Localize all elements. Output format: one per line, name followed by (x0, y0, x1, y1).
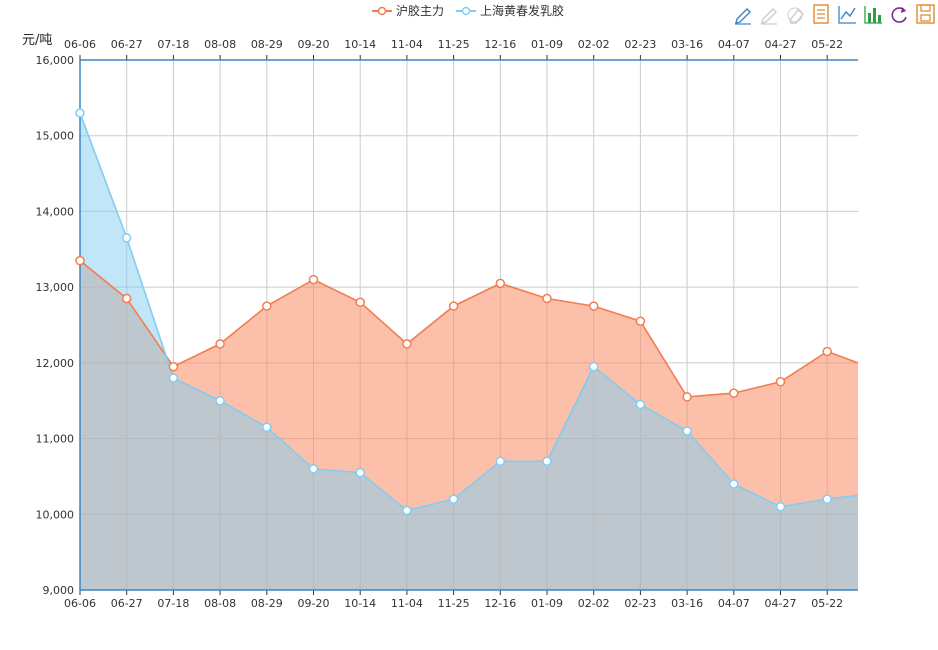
x-tick-label: 02-23 (624, 597, 656, 610)
bar-icon[interactable] (864, 6, 882, 24)
x-tick-label-top: 06-27 (111, 38, 143, 51)
x-tick-label-top: 11-04 (391, 38, 423, 51)
x-tick-label: 08-08 (204, 597, 236, 610)
y-axis-unit: 元/吨 (22, 33, 52, 48)
data-point[interactable] (822, 494, 832, 504)
data-point[interactable] (635, 399, 646, 410)
save-icon[interactable] (916, 4, 935, 24)
x-tick-label-top: 01-09 (531, 38, 563, 51)
x-tick-label-top: 02-02 (578, 38, 610, 51)
data-point[interactable] (168, 373, 179, 383)
legend-item-1[interactable]: 上海黄春发乳胶 (456, 3, 564, 18)
y-tick-label: 9,000 (43, 584, 75, 597)
data-point[interactable] (402, 505, 412, 516)
x-tick-label-top: 03-16 (671, 38, 703, 51)
mark-undo-icon[interactable] (761, 8, 777, 25)
data-point[interactable] (402, 339, 412, 349)
series-line-1 (79, 112, 859, 512)
data-point[interactable] (75, 108, 85, 118)
data-point[interactable] (355, 297, 365, 308)
y-tick-label: 13,000 (36, 281, 75, 294)
x-tick-label-top: 08-08 (204, 38, 236, 51)
data-point[interactable] (542, 293, 552, 304)
data-point[interactable] (542, 456, 552, 467)
data-point[interactable] (121, 233, 132, 243)
x-tick-label-top: 02-23 (624, 38, 656, 51)
x-tick-label: 10-14 (344, 597, 376, 610)
data-point[interactable] (775, 501, 786, 512)
toolbox (735, 4, 935, 25)
data-view-icon[interactable] (813, 4, 829, 24)
data-point[interactable] (682, 426, 692, 436)
x-tick-label: 11-04 (391, 597, 423, 610)
x-tick-label-top: 09-20 (298, 38, 330, 51)
x-tick-label: 01-09 (531, 597, 563, 610)
x-tick-label: 06-27 (111, 597, 143, 610)
x-tick-label-top: 11-25 (438, 38, 470, 51)
x-tick-label-top: 04-27 (765, 38, 797, 51)
series-lines (79, 112, 859, 512)
data-point[interactable] (495, 278, 506, 289)
data-point[interactable] (729, 479, 739, 489)
data-point[interactable] (822, 346, 832, 357)
x-tick-label-top: 08-29 (251, 38, 283, 51)
x-tick-label: 12-16 (484, 597, 516, 610)
data-point[interactable] (308, 274, 319, 285)
series-line-0 (79, 259, 859, 398)
legend-item-0[interactable]: 沪胶主力 (372, 3, 444, 18)
legend: 沪胶主力 上海黄春发乳胶 (372, 3, 564, 18)
y-tick-label: 11,000 (36, 433, 75, 446)
data-point[interactable] (355, 467, 365, 478)
y-tick-label: 12,000 (36, 357, 75, 370)
series-points (75, 108, 832, 516)
x-tick-label-top: 04-07 (718, 38, 750, 51)
legend-label-0: 沪胶主力 (396, 3, 444, 18)
x-tick-label-top: 06-06 (64, 38, 96, 51)
x-tick-label: 06-06 (64, 597, 96, 610)
data-point[interactable] (588, 361, 599, 372)
data-point[interactable] (121, 293, 132, 304)
restore-icon[interactable] (891, 7, 907, 23)
data-point[interactable] (635, 316, 646, 326)
data-point[interactable] (448, 301, 459, 311)
data-point[interactable] (75, 255, 85, 266)
x-tick-label: 05-22 (811, 597, 843, 610)
mark-pen-icon[interactable] (735, 8, 751, 25)
x-tick-label: 08-29 (251, 597, 283, 610)
data-point[interactable] (775, 377, 786, 387)
series-areas (80, 113, 858, 590)
data-point[interactable] (262, 422, 272, 432)
line-icon[interactable] (838, 6, 856, 24)
x-tick-label: 04-07 (718, 597, 750, 610)
data-point[interactable] (448, 494, 459, 504)
x-tick-label: 11-25 (438, 597, 470, 610)
x-tick-label-top: 07-18 (157, 38, 189, 51)
x-tick-label: 03-16 (671, 597, 703, 610)
legend-label-1: 上海黄春发乳胶 (480, 3, 564, 18)
y-tick-label: 10,000 (36, 508, 75, 521)
data-point[interactable] (262, 301, 272, 311)
x-tick-label: 09-20 (298, 597, 330, 610)
y-tick-label: 16,000 (36, 54, 75, 67)
data-point[interactable] (588, 301, 599, 311)
x-tick-label: 07-18 (157, 597, 189, 610)
x-tick-label: 04-27 (765, 597, 797, 610)
series-area-1 (80, 113, 858, 590)
data-point[interactable] (308, 464, 319, 474)
y-tick-label: 14,000 (36, 205, 75, 218)
data-point[interactable] (215, 395, 225, 406)
data-point[interactable] (215, 339, 225, 349)
x-tick-label-top: 10-14 (344, 38, 376, 51)
x-tick-label-top: 05-22 (811, 38, 843, 51)
axes: 9,000 10,000 11,000 12,000 13,000 14,000 15,00… (36, 38, 858, 610)
data-point[interactable] (168, 361, 179, 372)
mark-clear-icon[interactable] (787, 7, 804, 24)
data-point[interactable] (495, 456, 506, 467)
x-tick-label: 02-02 (578, 597, 610, 610)
y-tick-label: 15,000 (36, 130, 75, 143)
data-point[interactable] (682, 392, 692, 402)
data-point[interactable] (729, 388, 739, 398)
x-tick-label-top: 12-16 (484, 38, 516, 51)
